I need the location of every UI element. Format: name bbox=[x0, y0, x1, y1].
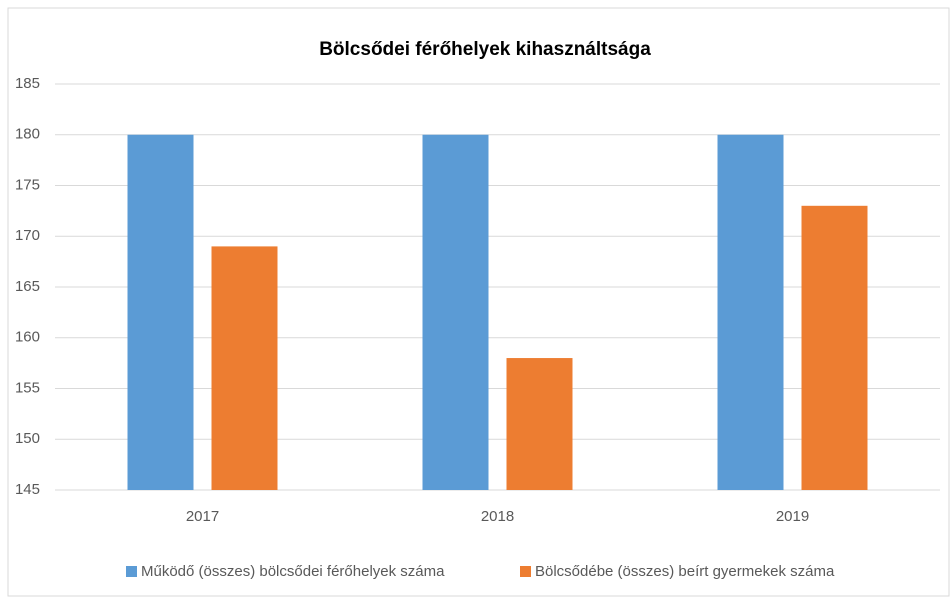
y-tick-label: 150 bbox=[15, 430, 40, 447]
y-tick-label: 175 bbox=[15, 176, 40, 193]
x-tick-label: 2018 bbox=[481, 508, 514, 525]
y-tick-label: 185 bbox=[15, 75, 40, 92]
legend-swatch bbox=[520, 566, 531, 577]
bar bbox=[506, 358, 573, 490]
chart-title: Bölcsődei férőhelyek kihasználtsága bbox=[319, 39, 651, 60]
bar bbox=[211, 246, 278, 490]
x-tick-label: 2017 bbox=[186, 508, 219, 525]
legend-label: Működő (összes) bölcsődei férőhelyek szá… bbox=[141, 563, 445, 580]
y-tick-label: 145 bbox=[15, 481, 40, 498]
legend-label: Bölcsődébe (összes) beírt gyermekek szám… bbox=[535, 563, 835, 580]
bar bbox=[801, 205, 868, 491]
y-tick-label: 170 bbox=[15, 227, 40, 244]
bar bbox=[717, 134, 784, 490]
y-tick-label: 165 bbox=[15, 278, 40, 295]
y-tick-label: 160 bbox=[15, 329, 40, 346]
legend-swatch bbox=[126, 566, 137, 577]
y-tick-label: 155 bbox=[15, 379, 40, 396]
bar bbox=[422, 134, 489, 490]
bar bbox=[127, 134, 194, 490]
x-tick-label: 2019 bbox=[776, 508, 809, 525]
y-tick-label: 180 bbox=[15, 126, 40, 143]
